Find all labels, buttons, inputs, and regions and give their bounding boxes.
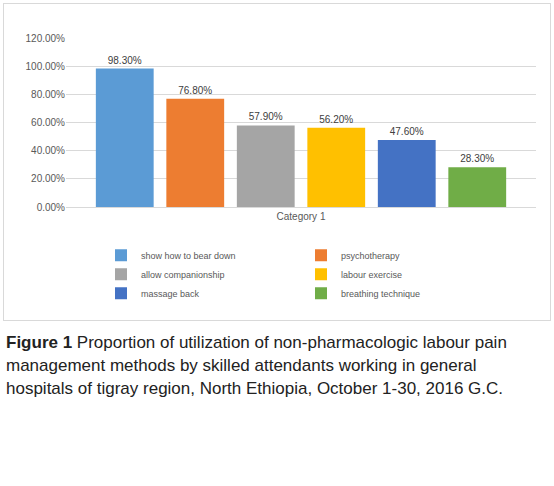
svg-text:20.00%: 20.00% bbox=[31, 173, 65, 184]
svg-text:47.60%: 47.60% bbox=[390, 126, 424, 137]
svg-text:show how to bear down: show how to bear down bbox=[141, 251, 236, 261]
svg-text:Category 1: Category 1 bbox=[277, 211, 326, 222]
svg-text:80.00%: 80.00% bbox=[31, 89, 65, 100]
svg-text:allow companionship: allow companionship bbox=[141, 270, 225, 280]
svg-text:massage back: massage back bbox=[141, 289, 200, 299]
svg-text:60.00%: 60.00% bbox=[31, 117, 65, 128]
svg-text:0.00%: 0.00% bbox=[37, 202, 65, 213]
svg-text:28.30%: 28.30% bbox=[460, 153, 494, 164]
svg-text:56.20%: 56.20% bbox=[319, 114, 353, 125]
html-text:Figure 1 Proportion of utiliza: Figure 1 Proportion of utilization of no… bbox=[6, 333, 507, 398]
svg-text:psychotherapy: psychotherapy bbox=[341, 251, 400, 261]
svg-text:98.30%: 98.30% bbox=[108, 55, 142, 66]
svg-text:40.00%: 40.00% bbox=[31, 145, 65, 156]
svg-text:57.90%: 57.90% bbox=[249, 111, 283, 122]
svg-text:120.00%: 120.00% bbox=[26, 33, 66, 44]
svg-text:100.00%: 100.00% bbox=[26, 61, 66, 72]
svg-text:76.80%: 76.80% bbox=[178, 85, 212, 96]
svg-text:breathing technique: breathing technique bbox=[341, 289, 420, 299]
svg-text:labour exercise: labour exercise bbox=[341, 270, 402, 280]
